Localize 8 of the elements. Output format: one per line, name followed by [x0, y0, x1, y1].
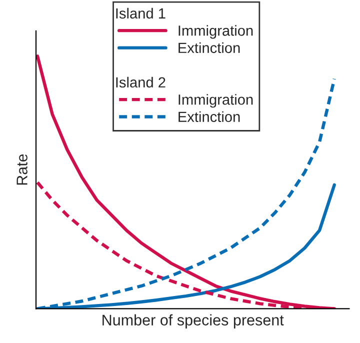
- legend-label: Immigration: [178, 94, 253, 108]
- legend-label: Extinction: [178, 42, 240, 54]
- legend-label: Extinction: [178, 111, 240, 122]
- legend-label: Immigration: [178, 25, 253, 39]
- x-axis-title: Number of species present: [102, 314, 284, 328]
- text: Island 1: [116, 8, 166, 19]
- annotation: Island 2: [116, 76, 166, 88]
- y-axis-title: Rate: [16, 154, 28, 185]
